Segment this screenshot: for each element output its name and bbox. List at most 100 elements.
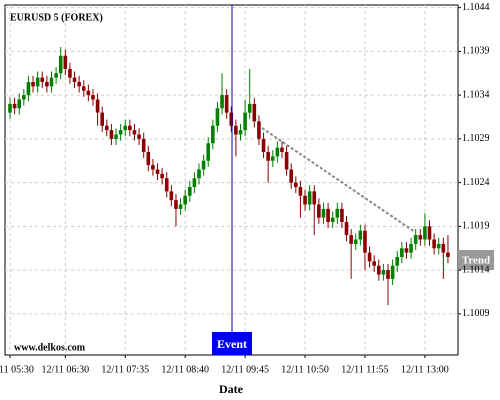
candle-body [86, 90, 91, 96]
candle-body [178, 204, 183, 209]
source: www.delkos.com [14, 342, 86, 353]
candle-body [441, 243, 446, 253]
candle-body [294, 182, 298, 187]
y-tick-label: 1.1034 [462, 89, 490, 100]
candle-body [132, 130, 137, 135]
candle-body [266, 152, 270, 161]
candle-body [215, 108, 220, 126]
candle-body [141, 138, 146, 152]
candle-body [54, 73, 58, 78]
candle-body [238, 130, 243, 135]
candle-body [413, 235, 418, 244]
candle-body [49, 77, 54, 87]
candle-body [257, 121, 261, 139]
candle-body [58, 55, 63, 74]
candle-body [303, 195, 307, 205]
candle-body [174, 200, 178, 209]
candle-body [206, 143, 211, 161]
trend-line [261, 127, 416, 233]
candle-body [220, 95, 224, 109]
x-tick-label: 12/11 13:00 [401, 364, 449, 375]
candle-body [155, 169, 160, 174]
candle-body [40, 77, 45, 82]
candle-body [344, 222, 349, 236]
candle-body [289, 169, 294, 183]
candle-body [335, 208, 340, 218]
x-tick-label: 12/11 09:45 [221, 364, 269, 375]
candle-body [270, 156, 275, 161]
candle-body [95, 99, 100, 113]
candle-body [77, 82, 81, 87]
candle-body [321, 208, 326, 218]
x-tick-label: 12/11 11:55 [341, 364, 388, 375]
candle-body [363, 230, 367, 253]
candle-body [183, 195, 187, 205]
candle-body [234, 125, 238, 135]
candle-body [247, 103, 252, 113]
candle-body [45, 82, 49, 87]
candle-body [201, 160, 206, 170]
candle-body [252, 103, 257, 122]
candle-body [367, 252, 372, 262]
trend-box [458, 250, 494, 270]
candle-body [26, 82, 31, 96]
candle-body [298, 187, 303, 196]
candle-body [404, 248, 409, 253]
candle-body [211, 125, 215, 144]
candle-body [31, 82, 35, 87]
candle-body [427, 226, 432, 240]
candle-body [22, 95, 26, 100]
x-tick-label: 12/11 08:40 [161, 364, 209, 375]
candle-body [261, 138, 266, 152]
candle-body [128, 125, 132, 131]
candle-body [197, 169, 201, 179]
candle-body [436, 243, 441, 249]
candle-body [386, 270, 390, 279]
candle-body [12, 103, 17, 109]
candle-body [160, 173, 164, 179]
x-tick-label: 12/11 06:30 [41, 364, 89, 375]
candle-body [330, 217, 335, 222]
candle-body [275, 147, 280, 157]
x-tick-label: 12/11 10:50 [281, 364, 329, 375]
candle-body [326, 208, 330, 222]
candle-body [432, 239, 436, 249]
candle-body [35, 77, 40, 87]
candle-body [284, 152, 289, 170]
candle-body [151, 165, 155, 170]
candle-body [317, 204, 321, 218]
candle-body [377, 265, 381, 275]
candle-body [109, 130, 114, 139]
candle-body [418, 235, 423, 240]
candle-body [400, 248, 404, 257]
candle-body [446, 252, 450, 257]
candle-body [340, 208, 344, 222]
candle-body [17, 99, 22, 109]
candle-body [187, 187, 192, 196]
event-box [212, 332, 252, 355]
candle-body [423, 226, 427, 240]
candle-body [169, 191, 174, 201]
y-tick-label: 1.1009 [462, 308, 490, 319]
chart-title: EURUSD 5 (FOREX) [10, 12, 103, 23]
candle-body [105, 125, 109, 131]
candle-body [372, 261, 376, 266]
trend-label: Trend [462, 255, 490, 267]
y-tick-label: 1.1029 [462, 133, 490, 144]
y-tick-label: 1.1039 [462, 46, 490, 57]
candle-body [68, 68, 72, 78]
candle-body [137, 134, 141, 139]
y-tick-label: 1.1024 [462, 177, 490, 188]
candle-body [395, 257, 400, 266]
candle-body [91, 95, 95, 100]
x-tick-label: 12/11 07:35 [101, 364, 149, 375]
event-label: Event [217, 337, 247, 351]
candle-body [164, 178, 169, 192]
candle-body [118, 130, 123, 135]
candle-body [192, 178, 197, 187]
x-axis-title: Date [219, 382, 244, 396]
y-tick-label: 1.1044 [462, 2, 490, 13]
candle-body [8, 103, 12, 113]
candle-body [312, 191, 317, 205]
